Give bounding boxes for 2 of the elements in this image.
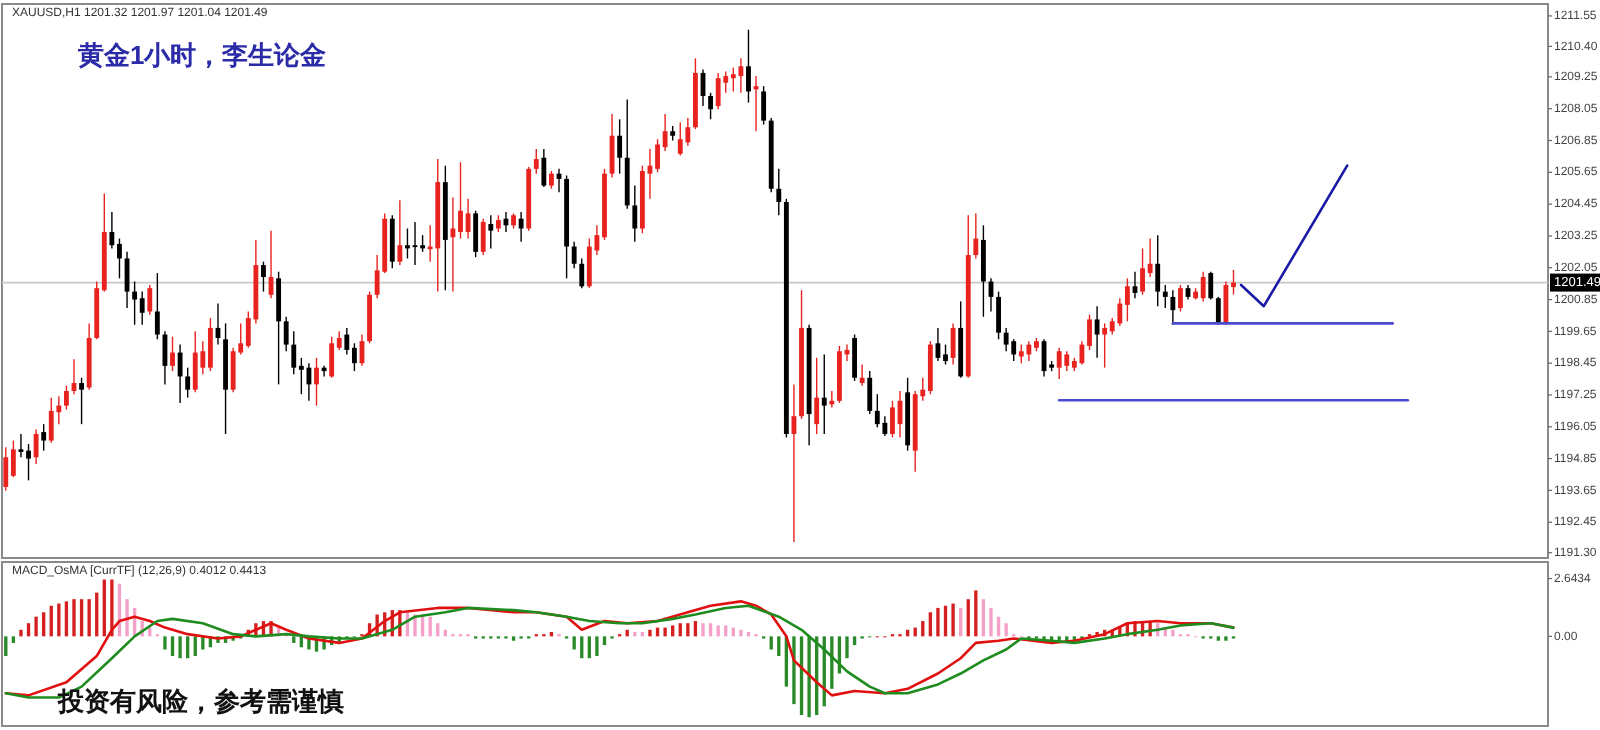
annotation: 投资有风险，参考需谨慎 <box>56 686 344 716</box>
text: 黄金1小时，李生论金 <box>76 40 329 70</box>
